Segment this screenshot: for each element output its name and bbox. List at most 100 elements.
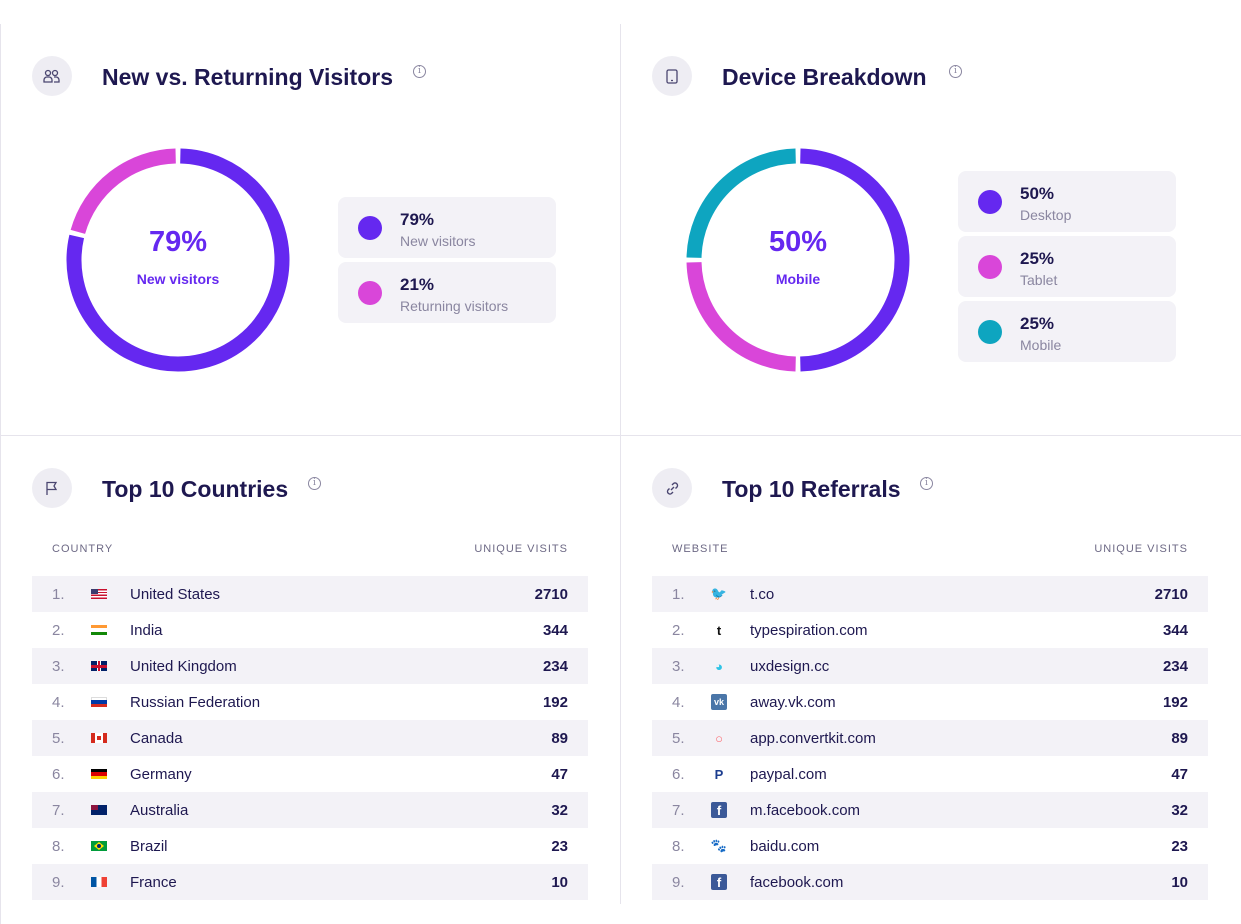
panel-title: New vs. Returning Visitors (102, 64, 393, 90)
donut-center-label: Mobile (775, 271, 821, 287)
row-name: facebook.com (750, 874, 844, 891)
table-row[interactable]: 1. United States 2710 (32, 576, 588, 612)
row-name: baidu.com (750, 838, 820, 855)
row-name: Germany (130, 766, 192, 783)
divider (620, 24, 621, 904)
legend-label: Tablet (1020, 272, 1058, 288)
uxdesign-icon: ◕ (715, 658, 723, 674)
info-icon[interactable]: i (308, 477, 321, 490)
row-index: 4. (672, 694, 685, 711)
convertkit-icon: ○ (715, 730, 723, 746)
legend-label: Returning visitors (400, 298, 509, 314)
row-name: United States (130, 586, 221, 603)
table-row[interactable]: 2. t typespiration.com 344 (652, 612, 1208, 648)
divider (0, 435, 1241, 436)
panel-title: Device Breakdown (722, 64, 927, 90)
legend-label: Mobile (1020, 337, 1062, 353)
table-row[interactable]: 9. France 10 (32, 864, 588, 900)
legend-label: New visitors (400, 233, 476, 249)
row-index: 3. (52, 658, 65, 675)
table-row[interactable]: 7. f m.facebook.com 32 (652, 792, 1208, 828)
row-value: 2710 (534, 586, 568, 603)
table-row[interactable]: 4. vk away.vk.com 192 (652, 684, 1208, 720)
table-row[interactable]: 9. f facebook.com 10 (652, 864, 1208, 900)
paypal-icon: P (714, 766, 724, 782)
donut-segment-mobile (686, 148, 796, 258)
donut-segment-tablet (686, 262, 796, 372)
flag-ca-icon (91, 733, 107, 743)
legend-pct: 25% (1020, 249, 1055, 268)
row-name: Australia (130, 802, 189, 819)
table-row[interactable]: 8. Brazil 23 (32, 828, 588, 864)
row-index: 4. (52, 694, 65, 711)
table-row[interactable]: 5. Canada 89 (32, 720, 588, 756)
row-value: 23 (551, 838, 568, 855)
row-index: 9. (672, 874, 685, 891)
table-row[interactable]: 6. Germany 47 (32, 756, 588, 792)
table-row[interactable]: 2. India 344 (32, 612, 588, 648)
table-row[interactable]: 3. ◕ uxdesign.cc 234 (652, 648, 1208, 684)
row-index: 2. (672, 622, 685, 639)
legend-pct: 79% (400, 210, 435, 229)
row-value: 10 (551, 874, 568, 891)
table-row[interactable]: 7. Australia 32 (32, 792, 588, 828)
row-value: 344 (1162, 622, 1188, 639)
flag-ru-icon (91, 697, 107, 707)
row-value: 32 (551, 802, 568, 819)
table-row[interactable]: 8. 🐾 baidu.com 23 (652, 828, 1208, 864)
donut-segment-returning-visitors (70, 148, 176, 235)
table-row[interactable]: 5. ○ app.convertkit.com 89 (652, 720, 1208, 756)
row-value: 344 (542, 622, 568, 639)
row-index: 8. (672, 838, 685, 855)
table-row[interactable]: 1. 🐦 t.co 2710 (652, 576, 1208, 612)
tumblr-t-icon: t (716, 622, 722, 638)
row-value: 2710 (1154, 586, 1188, 603)
row-name: uxdesign.cc (750, 658, 830, 675)
legend-dot (978, 255, 1002, 279)
table-row[interactable]: 3. United Kingdom 234 (32, 648, 588, 684)
panel-title: Top 10 Countries (102, 476, 289, 502)
row-name: India (130, 622, 163, 639)
legend-item-returning: 21% Returning visitors (338, 262, 556, 323)
facebook-icon: f (711, 874, 727, 890)
legend-item-mobile: 25% Mobile (958, 301, 1176, 362)
column-header-visits: UNIQUE VISITS (1094, 543, 1188, 555)
legend-item-new: 79% New visitors (338, 197, 556, 258)
row-value: 32 (1171, 802, 1188, 819)
row-index: 8. (52, 838, 65, 855)
info-icon[interactable]: i (920, 477, 933, 490)
row-value: 192 (1162, 694, 1188, 711)
row-index: 9. (52, 874, 65, 891)
row-index: 7. (672, 802, 685, 819)
row-index: 5. (672, 730, 685, 747)
flag-br-icon (91, 841, 107, 851)
info-icon[interactable]: i (949, 65, 962, 78)
row-name: m.facebook.com (750, 802, 861, 819)
flag-gb-icon (91, 661, 107, 671)
info-icon[interactable]: i (413, 65, 426, 78)
row-value: 89 (1171, 730, 1188, 747)
column-header-visits: UNIQUE VISITS (474, 543, 568, 555)
row-value: 47 (551, 766, 568, 783)
row-name: t.co (750, 586, 775, 603)
row-value: 192 (542, 694, 568, 711)
table-row[interactable]: 4. Russian Federation 192 (32, 684, 588, 720)
row-value: 89 (551, 730, 568, 747)
row-index: 1. (52, 586, 65, 603)
row-index: 6. (52, 766, 65, 783)
row-name: away.vk.com (750, 694, 836, 711)
row-index: 6. (672, 766, 685, 783)
row-name: app.convertkit.com (750, 730, 876, 747)
referrals-panel: Top 10 Referrals i WEBSITE UNIQUE VISITS… (620, 0, 1240, 900)
legend-item-tablet: 25% Tablet (958, 236, 1176, 297)
flag-fr-icon (91, 877, 107, 887)
legend-pct: 21% (400, 275, 435, 294)
column-header-country: COUNTRY (52, 543, 114, 555)
donut-segment-new-visitors (66, 148, 290, 372)
vk-icon: vk (711, 694, 727, 710)
row-index: 1. (672, 586, 685, 603)
visitors-donut-chart (66, 148, 290, 372)
panel-title: Top 10 Referrals (722, 476, 901, 502)
row-name: France (130, 874, 177, 891)
